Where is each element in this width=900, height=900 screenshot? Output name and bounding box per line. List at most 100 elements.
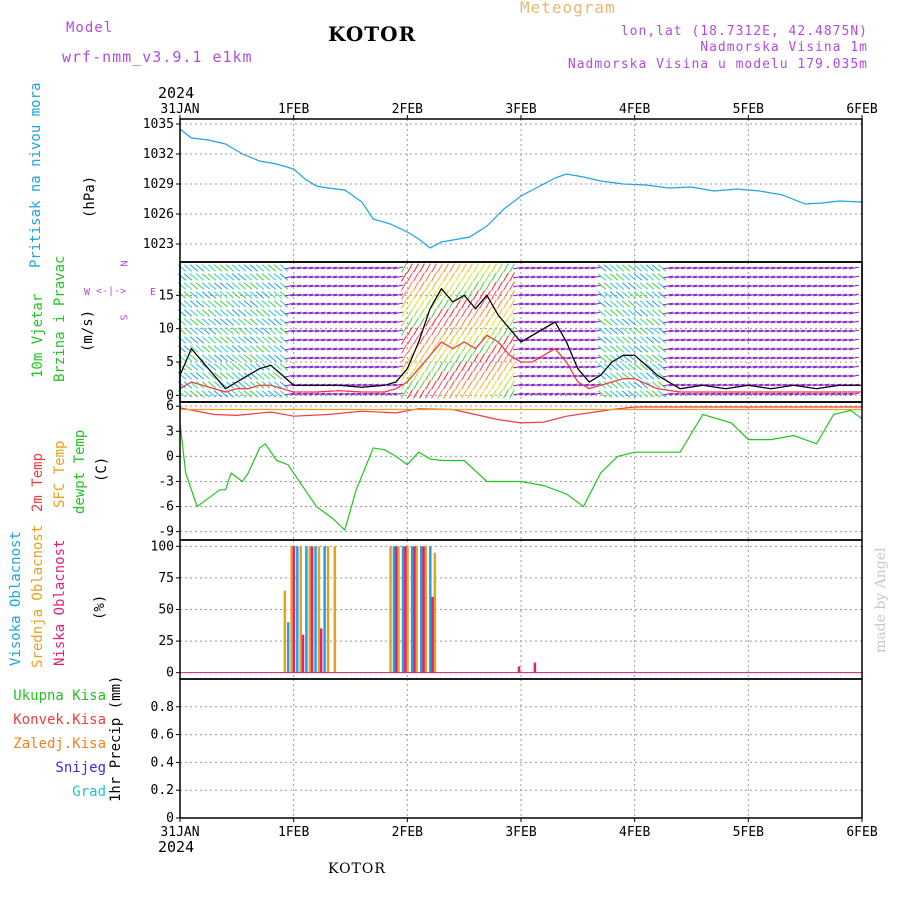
- wind-arrow: [824, 374, 836, 378]
- wind-arrow: [645, 345, 655, 353]
- wind-arrow: [818, 374, 830, 378]
- wind-arrow: [479, 344, 485, 354]
- wind-arrow: [597, 336, 607, 344]
- wind-arrow: [609, 372, 619, 380]
- wind-arrow: [633, 318, 643, 326]
- wind-arrow: [651, 372, 661, 380]
- wind-arrow: [201, 318, 211, 326]
- wind-arrow: [386, 365, 398, 369]
- wind-arrow: [746, 320, 758, 324]
- cloud-bar: [299, 546, 302, 673]
- wind-arrow: [818, 392, 830, 396]
- wind-arrow: [734, 293, 746, 297]
- wind-arrow: [267, 372, 277, 380]
- precip-legend-entry: Zaledj.Kisa: [13, 736, 106, 752]
- wind-arrow: [710, 374, 722, 378]
- wind-arrow: [722, 302, 734, 306]
- wind-arrow: [704, 374, 716, 378]
- wind-arrow: [542, 356, 554, 360]
- wind-arrow: [794, 293, 806, 297]
- wind-arrow: [572, 320, 584, 324]
- wind-arrow: [758, 275, 770, 279]
- wind-arrow: [431, 353, 437, 363]
- wind-arrow: [609, 300, 619, 308]
- wind-arrow: [338, 311, 350, 315]
- wind-arrow: [437, 317, 443, 327]
- wind-arrow: [512, 338, 524, 342]
- wind-arrow: [461, 308, 467, 318]
- wind-arrow: [651, 336, 661, 344]
- wind-arrow: [818, 329, 830, 333]
- wind-arrow: [509, 272, 515, 282]
- wind-arrow: [836, 311, 848, 315]
- wind-arrow: [554, 293, 566, 297]
- wind-arrow: [407, 290, 413, 300]
- wind-arrow: [261, 300, 271, 308]
- wind-arrow: [392, 284, 404, 288]
- wind-arrow: [633, 309, 643, 317]
- wind-arrow: [201, 354, 211, 362]
- wind-arrow: [437, 299, 443, 309]
- wind-arrow: [386, 383, 398, 387]
- wind-arrow: [836, 392, 848, 396]
- wind-arrow: [308, 302, 320, 306]
- wind-arrow: [818, 275, 830, 279]
- wind-arrow: [548, 383, 560, 387]
- wind-arrow: [716, 302, 728, 306]
- wind-arrow: [812, 365, 824, 369]
- wind-arrow: [419, 389, 425, 399]
- wind-arrow: [524, 392, 536, 396]
- wind-arrow: [621, 327, 631, 335]
- wind-arrow: [536, 293, 548, 297]
- wind-arrow: [536, 275, 548, 279]
- wind-arrow: [225, 309, 235, 317]
- wind-arrow: [770, 266, 782, 270]
- wind-arrow: [812, 347, 824, 351]
- wind-arrow: [536, 338, 548, 342]
- wind-arrow: [368, 320, 380, 324]
- wind-arrow: [812, 275, 824, 279]
- wind-arrow: [615, 327, 625, 335]
- wind-arrow: [213, 390, 223, 398]
- wind-arrow: [578, 302, 590, 306]
- wind-arrow: [491, 272, 497, 282]
- wind-arrow: [806, 311, 818, 315]
- wind-arrow: [621, 273, 631, 281]
- wind-arrow: [645, 282, 655, 290]
- wind-arrow: [728, 284, 740, 288]
- wind-arrow: [219, 273, 229, 281]
- wind-arrow: [782, 266, 794, 270]
- wind-arrow: [213, 381, 223, 389]
- wind-arrow: [279, 282, 289, 290]
- wind-arrow: [273, 381, 283, 389]
- wind-arrow: [548, 356, 560, 360]
- wind-arrow: [362, 329, 374, 333]
- wind-arrow: [621, 336, 631, 344]
- wind-arrow: [374, 374, 386, 378]
- wind-arrow: [848, 302, 860, 306]
- wind-arrow: [704, 392, 716, 396]
- wind-arrow: [320, 284, 332, 288]
- wind-arrow: [752, 275, 764, 279]
- wind-arrow: [572, 356, 584, 360]
- wind-arrow: [356, 284, 368, 288]
- wind-arrow: [314, 338, 326, 342]
- wind-arrow: [479, 353, 485, 363]
- wind-arrow: [437, 281, 443, 291]
- wind-arrow: [548, 329, 560, 333]
- wind-arrow: [338, 329, 350, 333]
- wind-arrow: [255, 291, 265, 299]
- wind-arrow: [219, 354, 229, 362]
- wind-arrow: [651, 381, 661, 389]
- wind-arrow: [734, 266, 746, 270]
- wind-arrow: [764, 347, 776, 351]
- wind-arrow: [231, 282, 241, 290]
- wind-arrow: [273, 363, 283, 371]
- wind-arrow: [848, 320, 860, 324]
- wind-arrow: [485, 317, 491, 327]
- wind-arrow: [338, 356, 350, 360]
- wind-arrow: [734, 374, 746, 378]
- wind-arrow: [830, 338, 842, 342]
- wind-arrow: [491, 344, 497, 354]
- wind-arrow: [392, 311, 404, 315]
